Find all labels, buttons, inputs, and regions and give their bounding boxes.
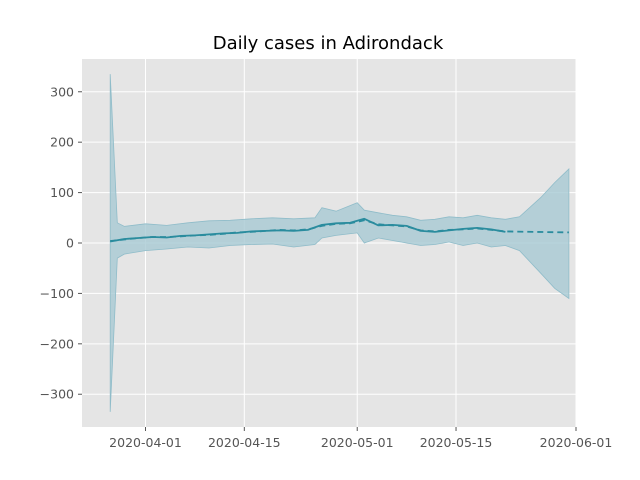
y-tick-label: 200	[50, 135, 74, 150]
confidence-band	[109, 74, 570, 412]
confidence-band-layer	[109, 74, 570, 412]
y-tick-label: −100	[40, 286, 74, 301]
chart-title: Daily cases in Adirondack	[213, 33, 444, 54]
y-tick-label: 100	[50, 185, 74, 200]
x-tick-label: 2020-04-15	[208, 435, 281, 450]
y-tick-label: −300	[40, 387, 74, 402]
y-tick-label: 300	[50, 84, 74, 99]
y-tick-label: 0	[66, 236, 74, 251]
x-tick-label: 2020-06-01	[540, 435, 613, 450]
x-tick-label: 2020-04-01	[109, 435, 182, 450]
x-tick-label: 2020-05-01	[321, 435, 394, 450]
x-tick-label: 2020-05-15	[420, 435, 493, 450]
y-tick-label: −200	[40, 336, 74, 351]
series-layer	[110, 217, 569, 243]
series-line-dashed	[110, 219, 569, 242]
y-axis-ticks: −300 −200 −100 0 100 200 300	[40, 84, 82, 402]
x-axis-ticks: 2020-04-01 2020-04-15 2020-05-01 2020-05-15…	[109, 427, 612, 450]
